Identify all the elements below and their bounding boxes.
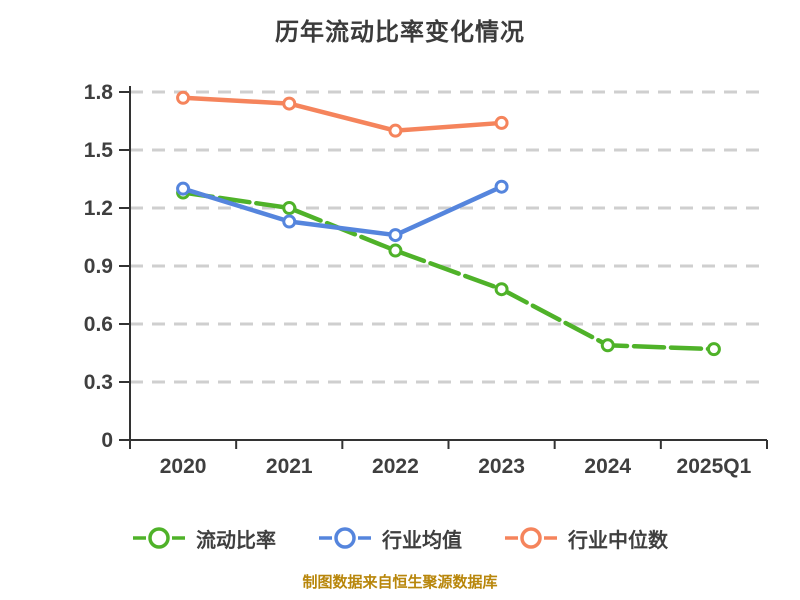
data-point-current-ratio-2024 (600, 338, 615, 353)
series-line-current-ratio (180, 190, 717, 352)
y-axis-label-0: 0 (101, 429, 113, 452)
data-point-industry-average-2020 (176, 181, 191, 196)
legend: 流动比率 行业均值 行业中位数 (0, 514, 800, 562)
legend-item-industry-median[interactable]: 行业中位数 (504, 524, 668, 553)
data-point-current-ratio-2022 (388, 243, 403, 258)
data-point-industry-average-2023 (494, 179, 509, 194)
legend-marker-current-ratio (133, 527, 185, 549)
data-point-industry-average-2022 (388, 228, 403, 243)
data-point-current-ratio-2025Q1 (706, 342, 721, 357)
x-axis-label-2023: 2023 (478, 455, 525, 478)
y-axis-label-0.9: 0.9 (84, 255, 113, 278)
y-axis-label-1.5: 1.5 (84, 139, 114, 162)
line-chart-plot-area: 0 0.3 0.6 0.9 1.2 1.5 1.8 2020 2021 2022 2023 2024 2… (84, 81, 768, 478)
data-point-industry-median-2023 (494, 115, 509, 130)
data-point-industry-median-2021 (282, 96, 297, 111)
legend-item-current-ratio[interactable]: 流动比率 (132, 524, 276, 553)
chart-title: 历年流动比率变化情况 (275, 19, 525, 46)
y-axis-label-0.6: 0.6 (84, 313, 113, 336)
x-axis-label-2025Q1: 2025Q1 (677, 455, 752, 478)
legend-label-industry-median: 行业中位数 (568, 529, 668, 552)
data-point-current-ratio-2023 (494, 282, 509, 297)
data-point-industry-average-2021 (282, 214, 297, 229)
legend-item-industry-average[interactable]: 行业均值 (318, 524, 462, 553)
legend-marker-industry-median (505, 527, 557, 549)
legend-label-current-ratio: 流动比率 (196, 529, 276, 552)
data-source-note: 制图数据来自恒生聚源数据库 (302, 574, 498, 591)
legend-marker-industry-average (319, 527, 371, 549)
series-line-industry-median (180, 95, 504, 133)
series-line-industry-average (180, 184, 504, 238)
data-point-industry-median-2022 (388, 123, 403, 138)
x-axis-label-2020: 2020 (160, 455, 207, 478)
y-axis-label-1.8: 1.8 (84, 81, 114, 104)
data-point-industry-median-2020 (176, 90, 191, 105)
legend-label-industry-average: 行业均值 (382, 529, 462, 552)
x-axis-label-2024: 2024 (584, 455, 631, 478)
x-axis-label-2022: 2022 (372, 455, 419, 478)
x-axis-label-2021: 2021 (266, 455, 313, 478)
data-point-current-ratio-2021 (282, 201, 297, 215)
y-axis-label-1.2: 1.2 (84, 197, 113, 220)
y-axis-label-0.3: 0.3 (84, 371, 113, 394)
